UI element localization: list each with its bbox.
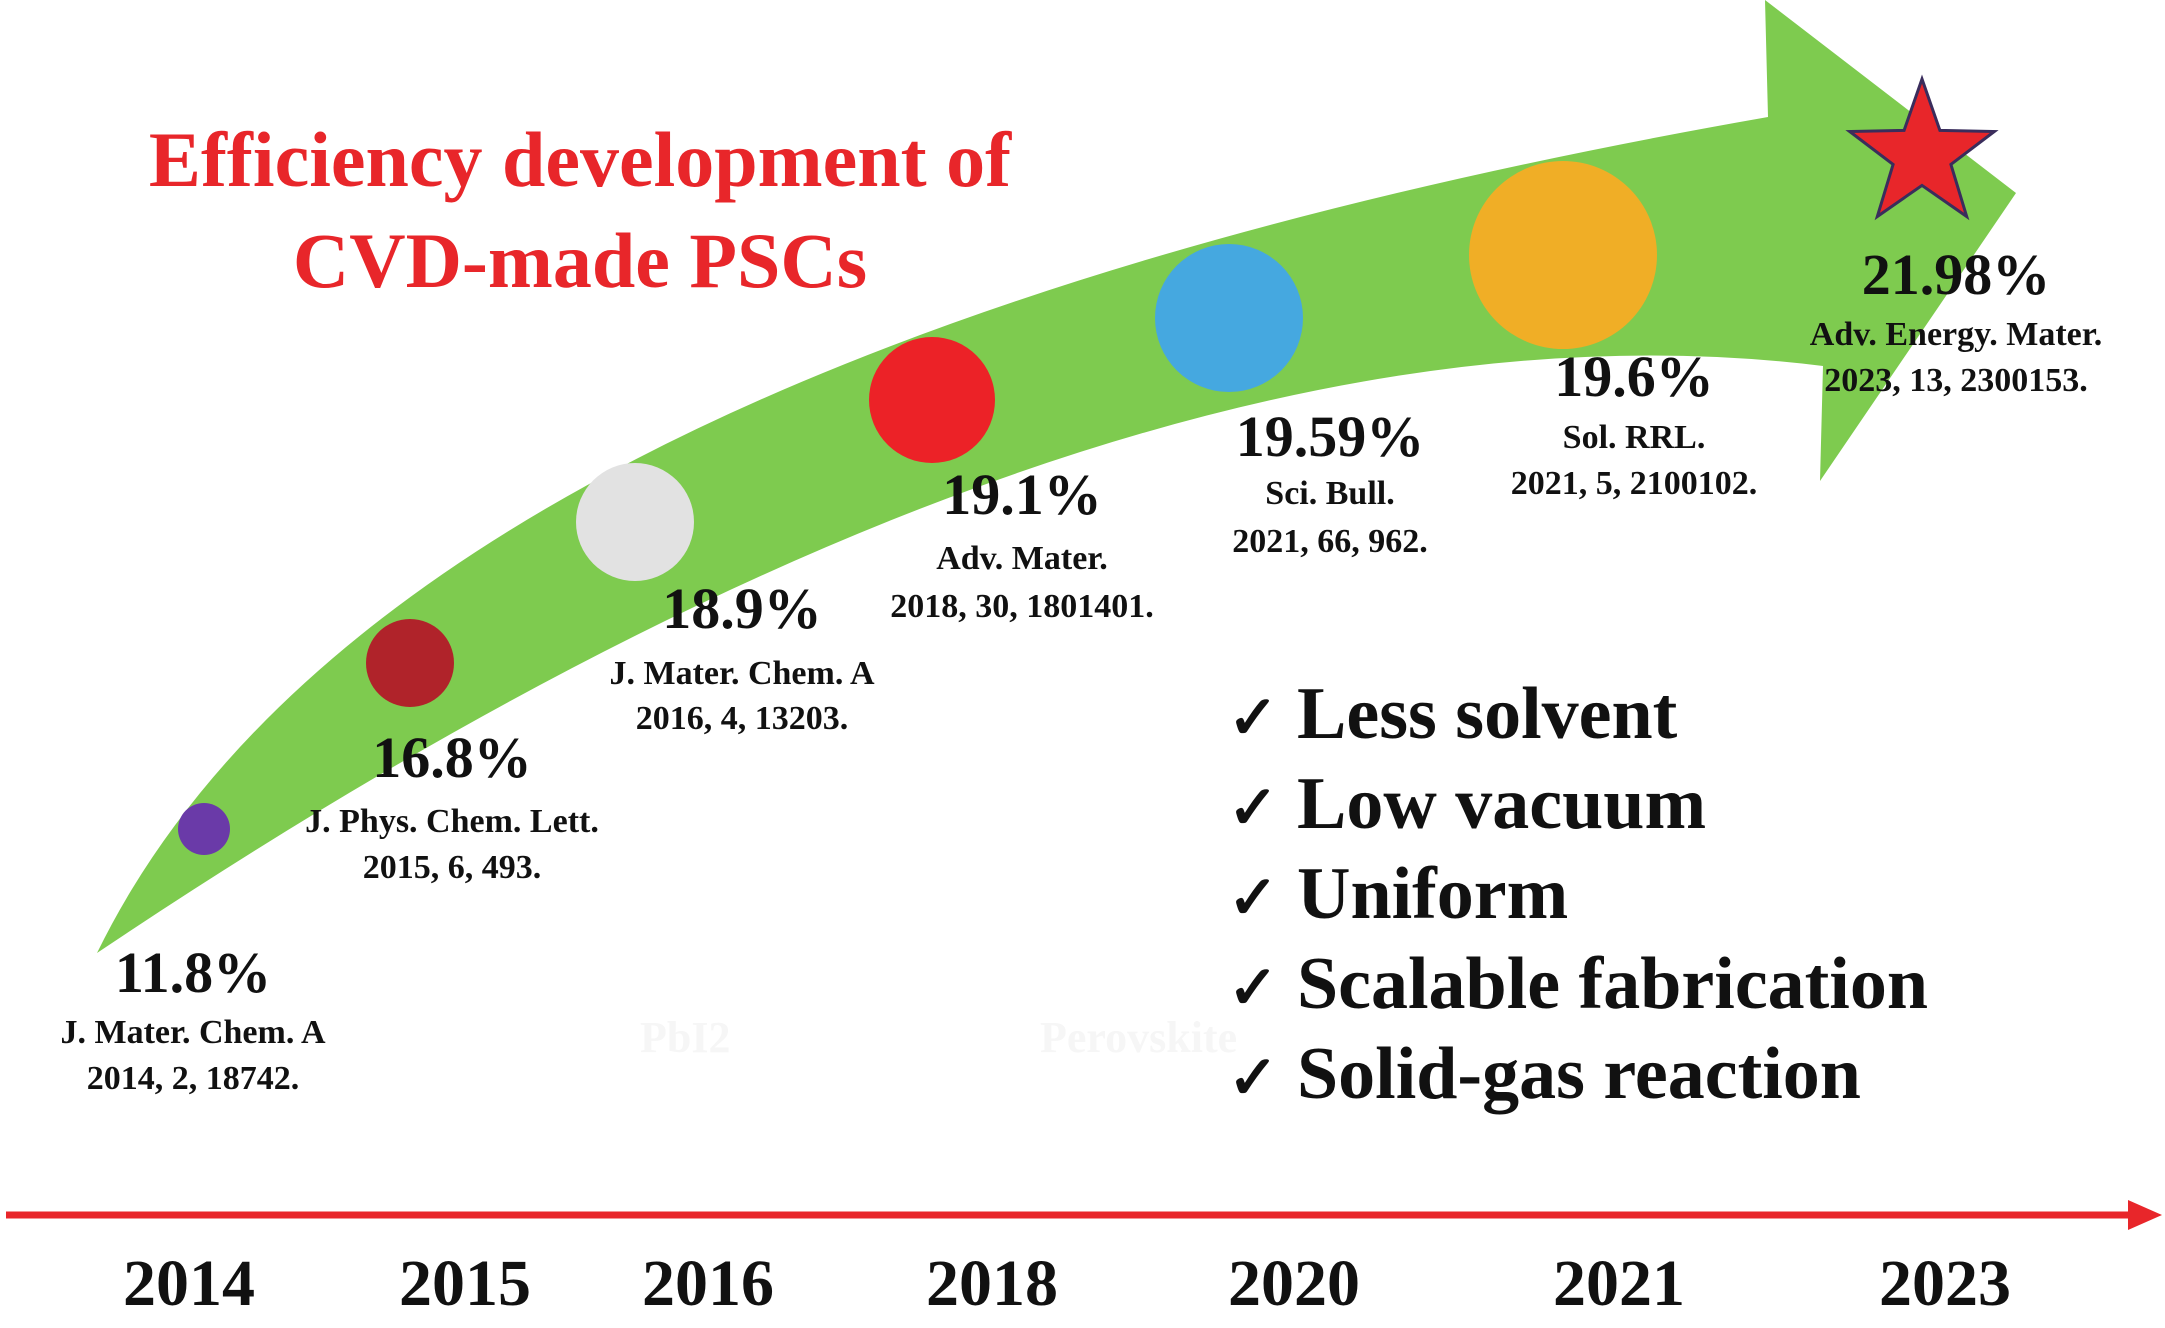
advantage-item: Low vacuum <box>1297 763 1706 845</box>
advantage-item: Uniform <box>1297 853 1568 935</box>
journal-name: Adv. Energy. Mater. <box>1810 316 2102 353</box>
journal-reference: 2016, 4, 13203. <box>636 700 849 737</box>
journal-reference: 2021, 66, 962. <box>1232 523 1428 560</box>
efficiency-value: 16.8% <box>372 725 532 790</box>
star-marker <box>1845 74 1999 221</box>
year-label: 2021 <box>1553 1247 1685 1320</box>
milestone-circle <box>576 463 694 581</box>
check-icon: ✓ <box>1228 685 1278 751</box>
check-icon: ✓ <box>1228 955 1278 1021</box>
year-label: 2023 <box>1879 1247 2011 1320</box>
timeline <box>6 1200 2162 1230</box>
year-label: 2014 <box>123 1247 255 1320</box>
journal-name: J. Phys. Chem. Lett. <box>305 803 599 840</box>
journal-name: J. Mater. Chem. A <box>609 655 874 692</box>
faint-label: PbI2 <box>640 1013 730 1062</box>
journal-name: Adv. Mater. <box>936 540 1108 577</box>
milestone-circle <box>178 803 230 855</box>
efficiency-value: 11.8% <box>115 940 271 1005</box>
milestone-circle <box>366 619 454 707</box>
check-icon: ✓ <box>1228 1045 1278 1111</box>
efficiency-value: 21.98% <box>1862 242 2051 307</box>
timeline-arrowhead <box>2128 1200 2162 1230</box>
milestone-circle <box>1469 161 1657 349</box>
efficiency-value: 19.1% <box>942 462 1102 527</box>
journal-reference: 2014, 2, 18742. <box>87 1060 300 1097</box>
efficiency-value: 18.9% <box>662 576 822 641</box>
efficiency-value: 19.59% <box>1236 404 1425 469</box>
advantage-item: Less solvent <box>1297 673 1678 755</box>
advantage-item: Scalable fabrication <box>1297 943 1928 1025</box>
milestone-labels: 11.8% J. Mater. Chem. A 2014, 2, 18742. 16.… <box>60 242 2102 1097</box>
journal-reference: 2021, 5, 2100102. <box>1511 465 1758 502</box>
journal-reference: 2018, 30, 1801401. <box>890 588 1154 625</box>
advantages-list: ✓ Less solvent ✓ Low vacuum ✓ Uniform ✓ Scalabl… <box>1228 673 1928 1115</box>
year-label: 2015 <box>399 1247 531 1320</box>
year-axis: 2014 2015 2016 2018 2020 2021 2023 <box>123 1247 2011 1320</box>
journal-name: Sol. RRL. <box>1563 419 1706 456</box>
journal-reference: 2015, 6, 493. <box>363 849 542 886</box>
journal-name: J. Mater. Chem. A <box>60 1014 325 1051</box>
faint-labels: PbI2 Perovskite <box>640 1013 1237 1062</box>
milestone-markers <box>178 74 1999 855</box>
title-line-1: Efficiency development of <box>149 116 1012 203</box>
title-line-2: CVD-made PSCs <box>293 217 867 304</box>
milestone-circle <box>1155 244 1303 392</box>
faint-label: Perovskite <box>1040 1013 1237 1062</box>
advantage-item: Solid-gas reaction <box>1297 1033 1861 1115</box>
journal-name: Sci. Bull. <box>1265 475 1394 512</box>
check-icon: ✓ <box>1228 865 1278 931</box>
year-label: 2020 <box>1228 1247 1360 1320</box>
efficiency-value: 19.6% <box>1554 344 1714 409</box>
year-label: 2018 <box>926 1247 1058 1320</box>
journal-reference: 2023, 13, 2300153. <box>1824 362 2088 399</box>
milestone-circle <box>869 337 995 463</box>
year-label: 2016 <box>642 1247 774 1320</box>
check-icon: ✓ <box>1228 775 1278 841</box>
